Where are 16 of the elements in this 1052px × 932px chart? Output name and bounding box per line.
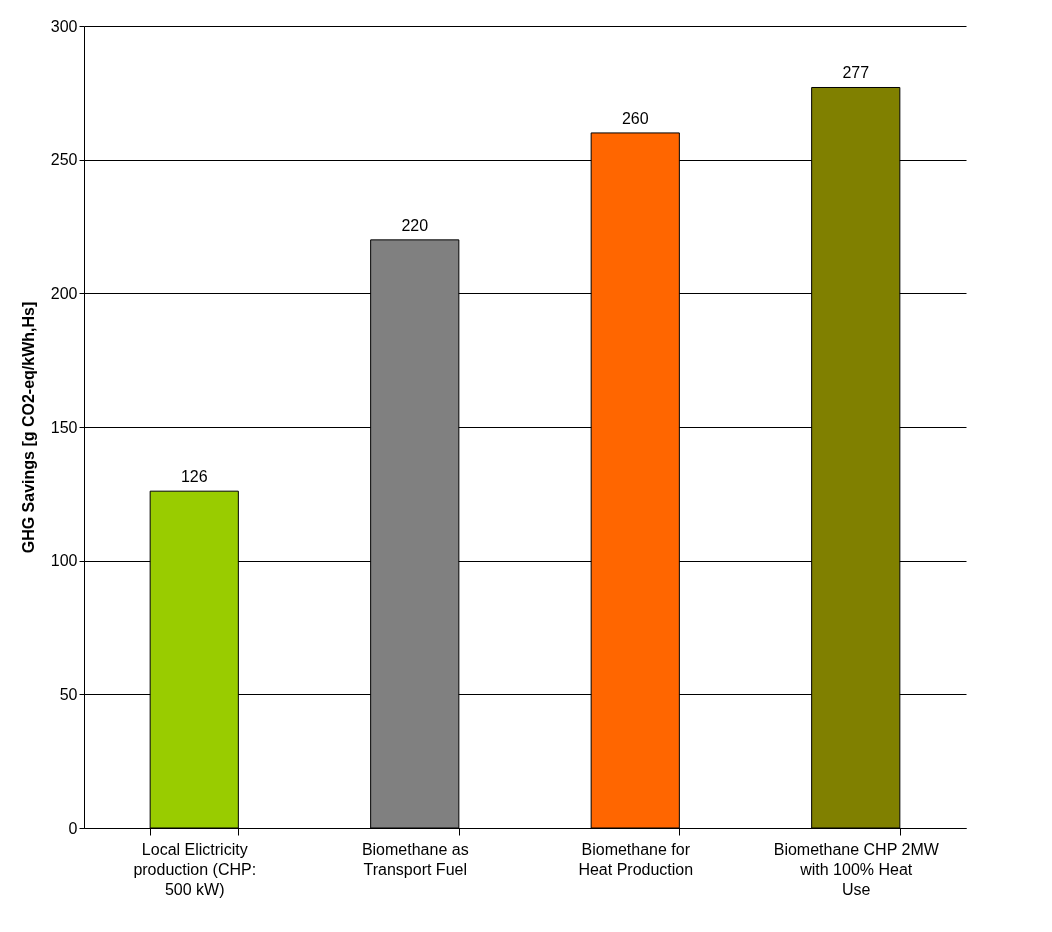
y-tick-label: 100 bbox=[50, 552, 78, 570]
x-tick-label: Biomethane for Heat Production bbox=[578, 840, 694, 878]
x-tick-label: Local Elictricity production (CHP: 500 kW) bbox=[133, 840, 257, 898]
data-label: 277 bbox=[842, 64, 870, 82]
data-label: 260 bbox=[621, 109, 649, 127]
y-tick-label: 150 bbox=[50, 418, 78, 436]
data-label: 126 bbox=[180, 468, 208, 486]
y-tick-label: 300 bbox=[50, 17, 78, 35]
y-tick-label: 250 bbox=[50, 151, 78, 169]
data-label: 220 bbox=[401, 216, 429, 234]
y-tick-label: 0 bbox=[68, 819, 78, 837]
x-tick-label: Biomethane as Transport Fuel bbox=[361, 840, 469, 878]
x-tick-label: Biomethane CHP 2MW with 100% Heat Use bbox=[773, 840, 940, 898]
y-tick-label: 50 bbox=[59, 685, 78, 703]
y-axis-title: GHG Savings [g CO2-eq/kWh,Hs] bbox=[19, 301, 37, 554]
y-tick-label: 200 bbox=[50, 284, 78, 302]
